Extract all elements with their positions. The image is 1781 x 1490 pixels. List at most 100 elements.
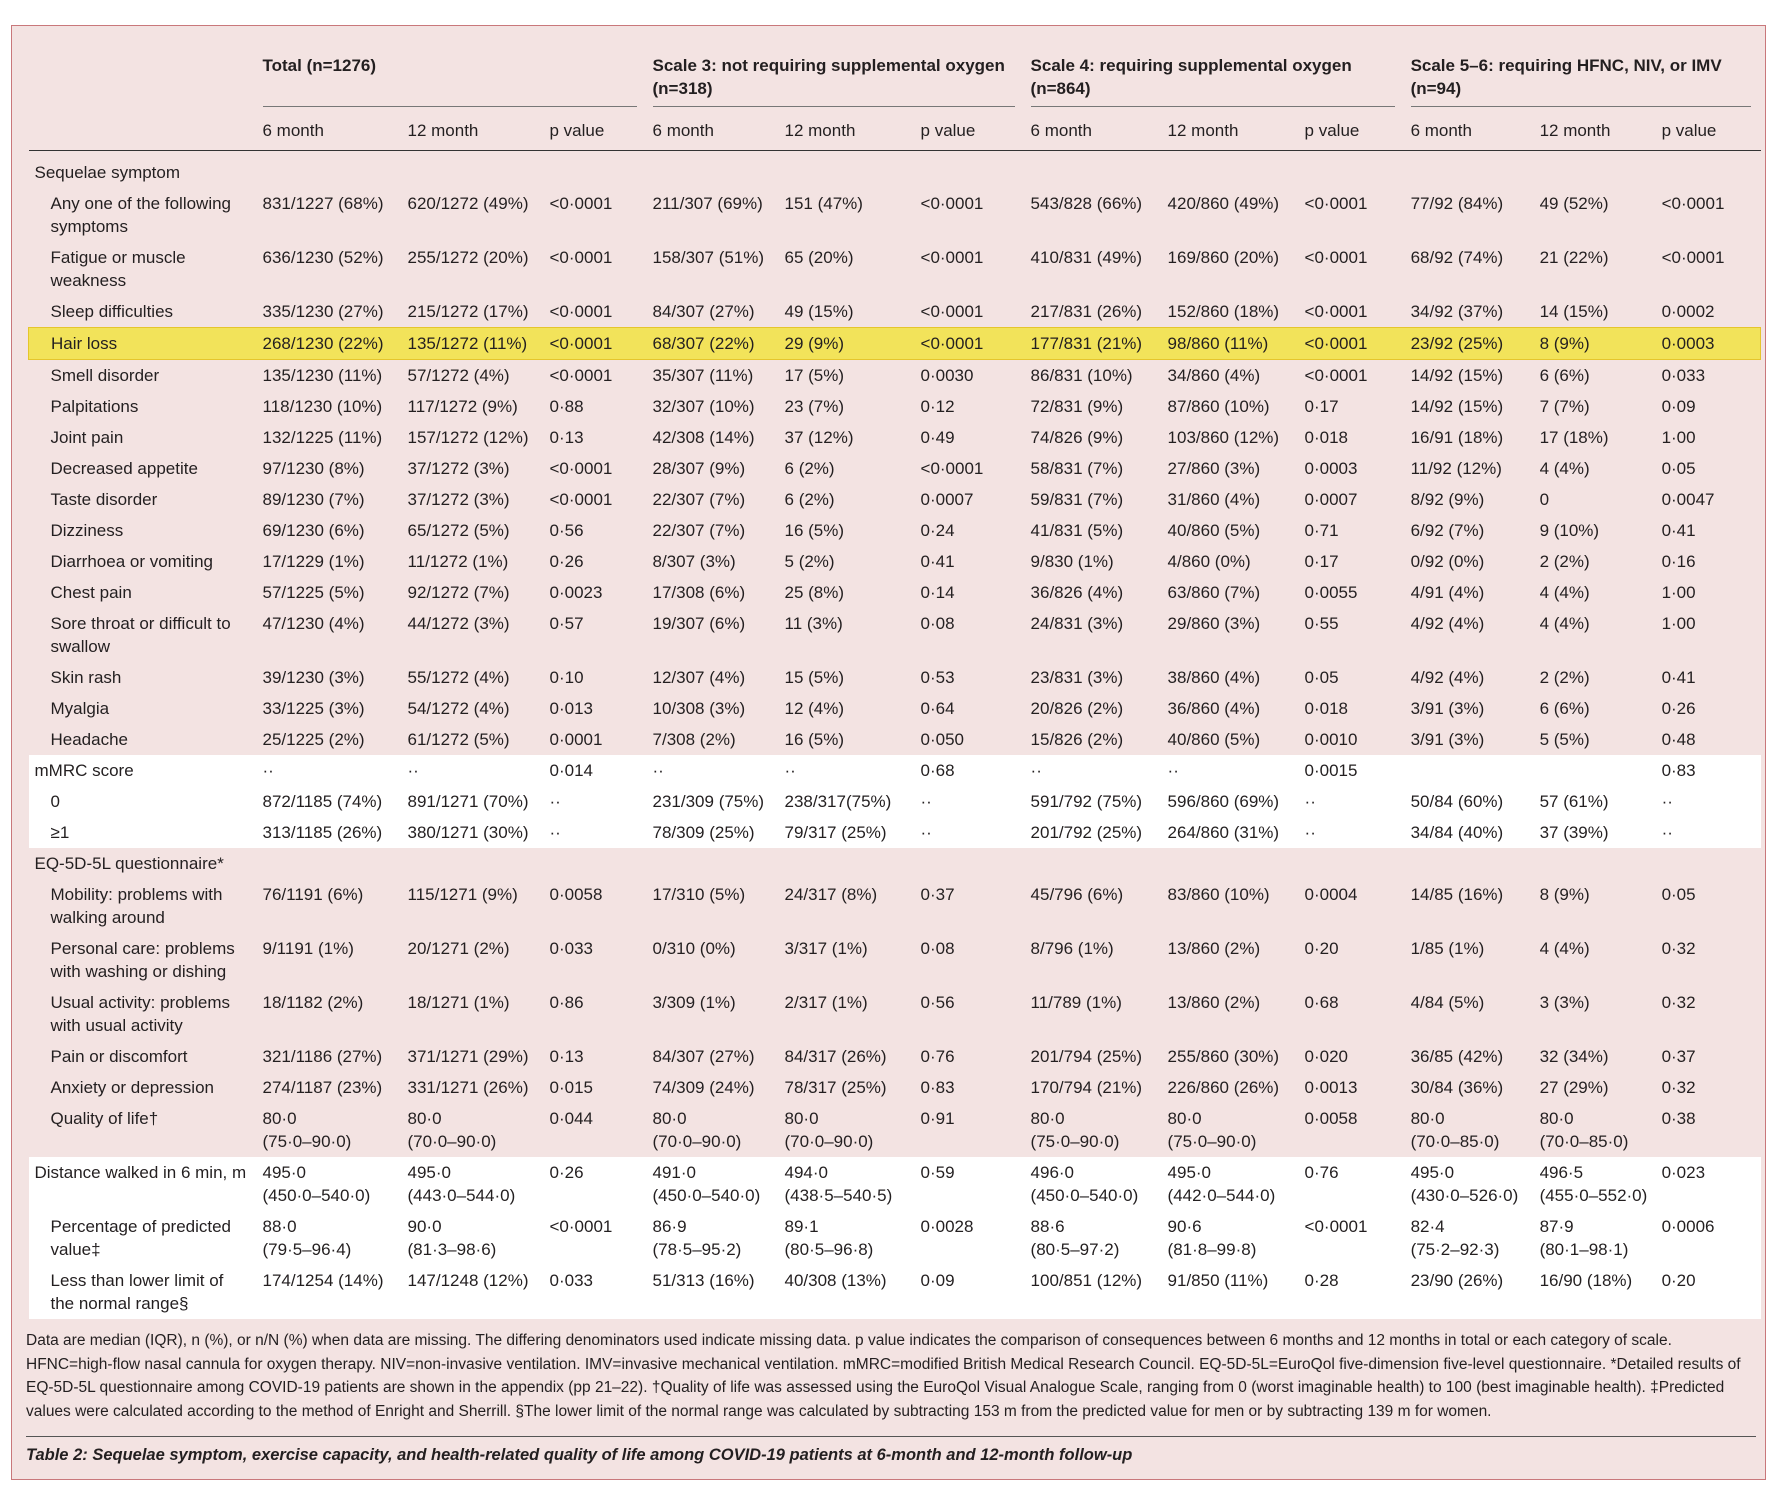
table-cell: 0·0007	[1304, 490, 1358, 509]
table-cell: <0·0001	[549, 366, 613, 385]
table-cell: 255/1272 (20%)	[407, 248, 529, 267]
row-label: EQ-5D-5L questionnaire*	[34, 854, 224, 873]
table-cell: 16 (5%)	[784, 730, 845, 749]
row-label: Sleep difficulties	[50, 302, 174, 321]
table-cell: 41/831 (5%)	[1030, 521, 1124, 540]
table-cell: 4/860 (0%)	[1167, 552, 1251, 571]
table-cell: 0·83	[920, 1078, 955, 1097]
subheader-12-month: 12 month	[778, 111, 915, 151]
table-cell	[544, 848, 647, 879]
table-row: Usual activity: problems with usual acti…	[29, 987, 1761, 1041]
table-cell: 0·0013	[1304, 1078, 1358, 1097]
table-cell: 274/1187 (23%)	[262, 1078, 383, 1097]
table-cell	[647, 151, 779, 189]
table-cell: 0·05	[1304, 668, 1339, 687]
table-cell: 4/92 (4%)	[1410, 668, 1485, 687]
table-cell: 23/90 (26%)	[1404, 1265, 1534, 1319]
table-row: Mobility: problems with walking around 76…	[29, 879, 1761, 933]
table-cell: 1·00	[1661, 583, 1696, 602]
table-cell: 16/91 (18%)	[1410, 428, 1504, 447]
row-label: Smell disorder	[50, 366, 160, 385]
table-cell: 77/92 (84%)	[1410, 194, 1504, 213]
table-cell	[544, 151, 647, 189]
table-cell	[779, 848, 915, 879]
table-cell: 51/313 (16%)	[646, 1265, 779, 1319]
table-cell	[402, 151, 544, 189]
table-row: Headache 25/1225 (2%) 61/1272 (5%) 0·0001 7/…	[29, 724, 1761, 755]
table-cell: 495·0 (450·0–540·0)	[256, 1157, 402, 1211]
table-cell: 0·26	[549, 552, 584, 571]
table-cell: 32/307 (10%)	[652, 397, 755, 416]
table-cell: 132/1225 (11%)	[262, 428, 383, 447]
table-cell: <0·0001	[920, 248, 984, 267]
subheader-12-month: 12 month	[1161, 111, 1299, 151]
table-cell: 380/1271 (30%)	[401, 817, 544, 848]
row-label: Anxiety or depression	[50, 1078, 214, 1097]
table-cell: ··	[1655, 817, 1761, 848]
table-cell: 14 (15%)	[1539, 302, 1609, 321]
table-cell: 6 (6%)	[1539, 699, 1590, 718]
table-cell: 25 (8%)	[784, 583, 845, 602]
table-cell: 37/1272 (3%)	[407, 490, 510, 509]
table-cell: 42/308 (14%)	[652, 428, 755, 447]
table-caption: Table 2: Sequelae symptom, exercise capa…	[26, 1446, 1132, 1465]
table-cell: 174/1254 (14%)	[256, 1265, 402, 1319]
table-cell: <0·0001	[1304, 194, 1368, 213]
row-label: Quality of life†	[50, 1109, 159, 1128]
table-cell: 0·0055	[1304, 583, 1358, 602]
table-cell: 420/860 (49%)	[1167, 194, 1280, 213]
table-cell: 0·05	[1661, 459, 1696, 478]
table-cell: 80·0 (75·0–90·0)	[1167, 1109, 1257, 1151]
table-cell: 0·14	[920, 583, 955, 602]
table-cell: 49 (15%)	[784, 302, 854, 321]
table-cell: 40/308 (13%)	[778, 1265, 915, 1319]
table-row: Distance walked in 6 min, m 495·0 (450·0–…	[28, 1157, 1761, 1211]
table-cell: 11/1272 (1%)	[407, 552, 509, 571]
table-cell: 0·28	[1298, 1265, 1405, 1319]
table-cell: 12 (4%)	[784, 699, 845, 718]
table-cell: 58/831 (7%)	[1030, 459, 1124, 478]
table-cell: 4 (4%)	[1539, 459, 1590, 478]
table-cell: 80·0 (70·0–85·0)	[1410, 1109, 1500, 1151]
table-cell: 0·018	[1304, 428, 1349, 447]
table-cell: 11/789 (1%)	[1030, 993, 1122, 1012]
subheader-p-value: p value	[914, 111, 1025, 151]
group-header: Scale 3: not requiring supplemental oxyg…	[647, 38, 1025, 111]
table-row: Joint pain 132/1225 (11%) 157/1272 (12%) 0·…	[29, 422, 1761, 453]
table-cell: 0·24	[920, 521, 955, 540]
subheader-6-month: 6 month	[646, 111, 779, 151]
table-cell: <0·0001	[1304, 248, 1368, 267]
table-cell: 0·0058	[549, 885, 603, 904]
table-cell: <0·0001	[549, 194, 613, 213]
table-cell: 97/1230 (8%)	[262, 459, 365, 478]
table-cell	[915, 151, 1025, 189]
table-cell: 17/310 (5%)	[652, 885, 746, 904]
table-cell	[779, 151, 915, 189]
table-row: Taste disorder 89/1230 (7%) 37/1272 (3%) <0…	[29, 484, 1761, 515]
table-cell: 0·033	[1661, 366, 1706, 385]
table-cell: 15/826 (2%)	[1030, 730, 1124, 749]
table-cell	[1299, 151, 1405, 189]
table-cell: <0·0001	[1298, 327, 1405, 360]
table-cell: 620/1272 (49%)	[407, 194, 529, 213]
footnote: Data are median (IQR), n (%), or n/N (%)…	[26, 1332, 1741, 1420]
table-cell: 9/830 (1%)	[1030, 552, 1114, 571]
table-cell: <0·0001	[549, 248, 613, 267]
table-cell: 0·13	[549, 1047, 584, 1066]
table-cell: <0·0001	[543, 327, 647, 360]
row-label: Diarrhoea or vomiting	[50, 552, 214, 571]
table-cell: 238/317(75%)	[778, 786, 915, 817]
table-cell: 36/860 (4%)	[1167, 699, 1261, 718]
table-cell: 0·68	[1304, 993, 1339, 1012]
table-cell: 226/860 (26%)	[1167, 1078, 1280, 1097]
table-cell: 13/860 (2%)	[1167, 939, 1261, 958]
table-cell: 18/1271 (1%)	[407, 993, 510, 1012]
table-cell: 30/84 (36%)	[1410, 1078, 1504, 1097]
table-cell: 313/1185 (26%)	[256, 817, 402, 848]
table-cell: ··	[256, 755, 402, 786]
table-row: Fatigue or muscle weakness 636/1230 (52%)…	[29, 242, 1761, 296]
table-cell: 6 (2%)	[784, 459, 835, 478]
table-cell: 84/307 (27%)	[652, 1047, 755, 1066]
table-cell: ··	[543, 817, 647, 848]
table-cell: 18/1182 (2%)	[262, 993, 364, 1012]
